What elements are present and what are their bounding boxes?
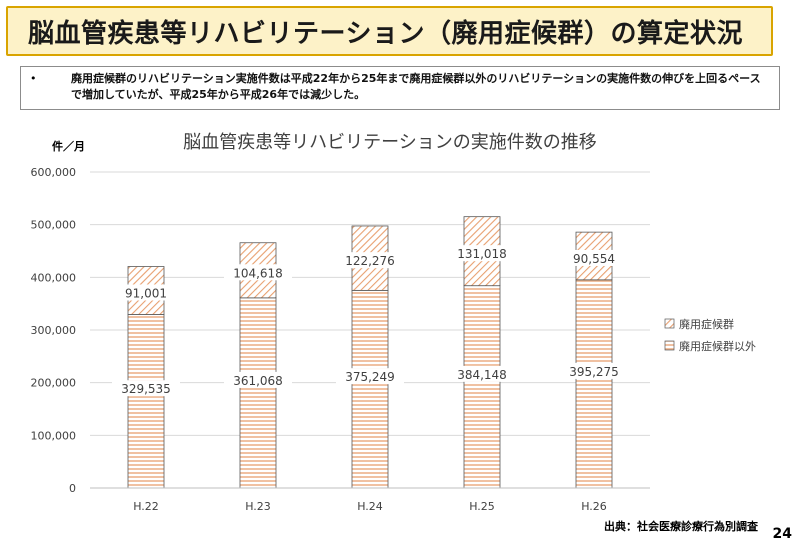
legend-label: 廃用症候群以外: [679, 339, 756, 353]
y-tick-label: 400,000: [31, 271, 77, 284]
bar-segment-non-disuse: [351, 289, 389, 489]
data-label-disuse: 90,554: [573, 252, 615, 266]
x-tick-label: H.26: [581, 500, 607, 513]
y-tick-label: 300,000: [31, 324, 77, 337]
data-label-non-disuse: 329,535: [121, 382, 171, 396]
bar-segment-non-disuse: [463, 285, 501, 489]
legend-swatch: [664, 318, 675, 329]
bar-segment-non-disuse: [127, 314, 165, 489]
data-label-bg: [336, 252, 404, 269]
bullet-marker: •: [30, 72, 37, 85]
data-label-bg: [560, 362, 628, 379]
summary-text: 廃用症候群のリハビリテーション実施件数は平成22年から25年まで廃用症候群以外の…: [71, 72, 761, 101]
y-tick-label: 100,000: [31, 429, 77, 442]
data-label-bg: [336, 368, 404, 385]
x-tick-label: H.23: [245, 500, 271, 513]
data-label-disuse: 122,276: [345, 254, 395, 268]
data-label-non-disuse: 395,275: [569, 365, 619, 379]
legend-label: 廃用症候群: [679, 317, 734, 331]
y-tick-label: 500,000: [31, 219, 77, 232]
y-tick-label: 0: [69, 482, 76, 495]
x-tick-label: H.22: [133, 500, 159, 513]
legend-swatch: [664, 340, 675, 351]
data-label-bg: [448, 245, 516, 262]
page-number: 24: [772, 526, 792, 542]
x-tick-label: H.25: [469, 500, 495, 513]
data-label-bg: [224, 371, 292, 388]
y-axis-unit-label: 件／月: [52, 139, 85, 153]
data-label-bg: [448, 365, 516, 382]
data-label-bg: [560, 249, 628, 266]
summary-note: • 廃用症候群のリハビリテーション実施件数は平成22年から25年まで廃用症候群以…: [20, 66, 780, 110]
source-citation: 出典：社会医療診療行為別調査: [604, 520, 758, 533]
data-label-bg: [112, 284, 180, 301]
page-title: 脳血管疾患等リハビリテーション（廃用症候群）の算定状況: [28, 18, 743, 49]
data-label-disuse: 91,001: [125, 286, 167, 300]
data-label-disuse: 131,018: [457, 247, 507, 261]
chart-title: 脳血管疾患等リハビリテーションの実施件数の推移: [183, 132, 597, 153]
y-tick-label: 200,000: [31, 377, 77, 390]
data-label-bg: [112, 380, 180, 397]
x-tick-label: H.24: [357, 500, 383, 513]
y-tick-label: 600,000: [31, 166, 77, 179]
bar-segment-non-disuse: [575, 279, 613, 489]
data-label-disuse: 104,618: [233, 266, 283, 280]
bar-segment-non-disuse: [239, 297, 277, 489]
data-label-non-disuse: 361,068: [233, 374, 283, 388]
data-label-non-disuse: 375,249: [345, 370, 395, 384]
data-label-non-disuse: 384,148: [457, 368, 507, 382]
title-banner: 脳血管疾患等リハビリテーション（廃用症候群）の算定状況: [6, 6, 773, 56]
data-label-bg: [224, 264, 292, 281]
bar-chart: 329,535 91,001 361,068 104,618 375,249 122,27…: [31, 132, 757, 513]
